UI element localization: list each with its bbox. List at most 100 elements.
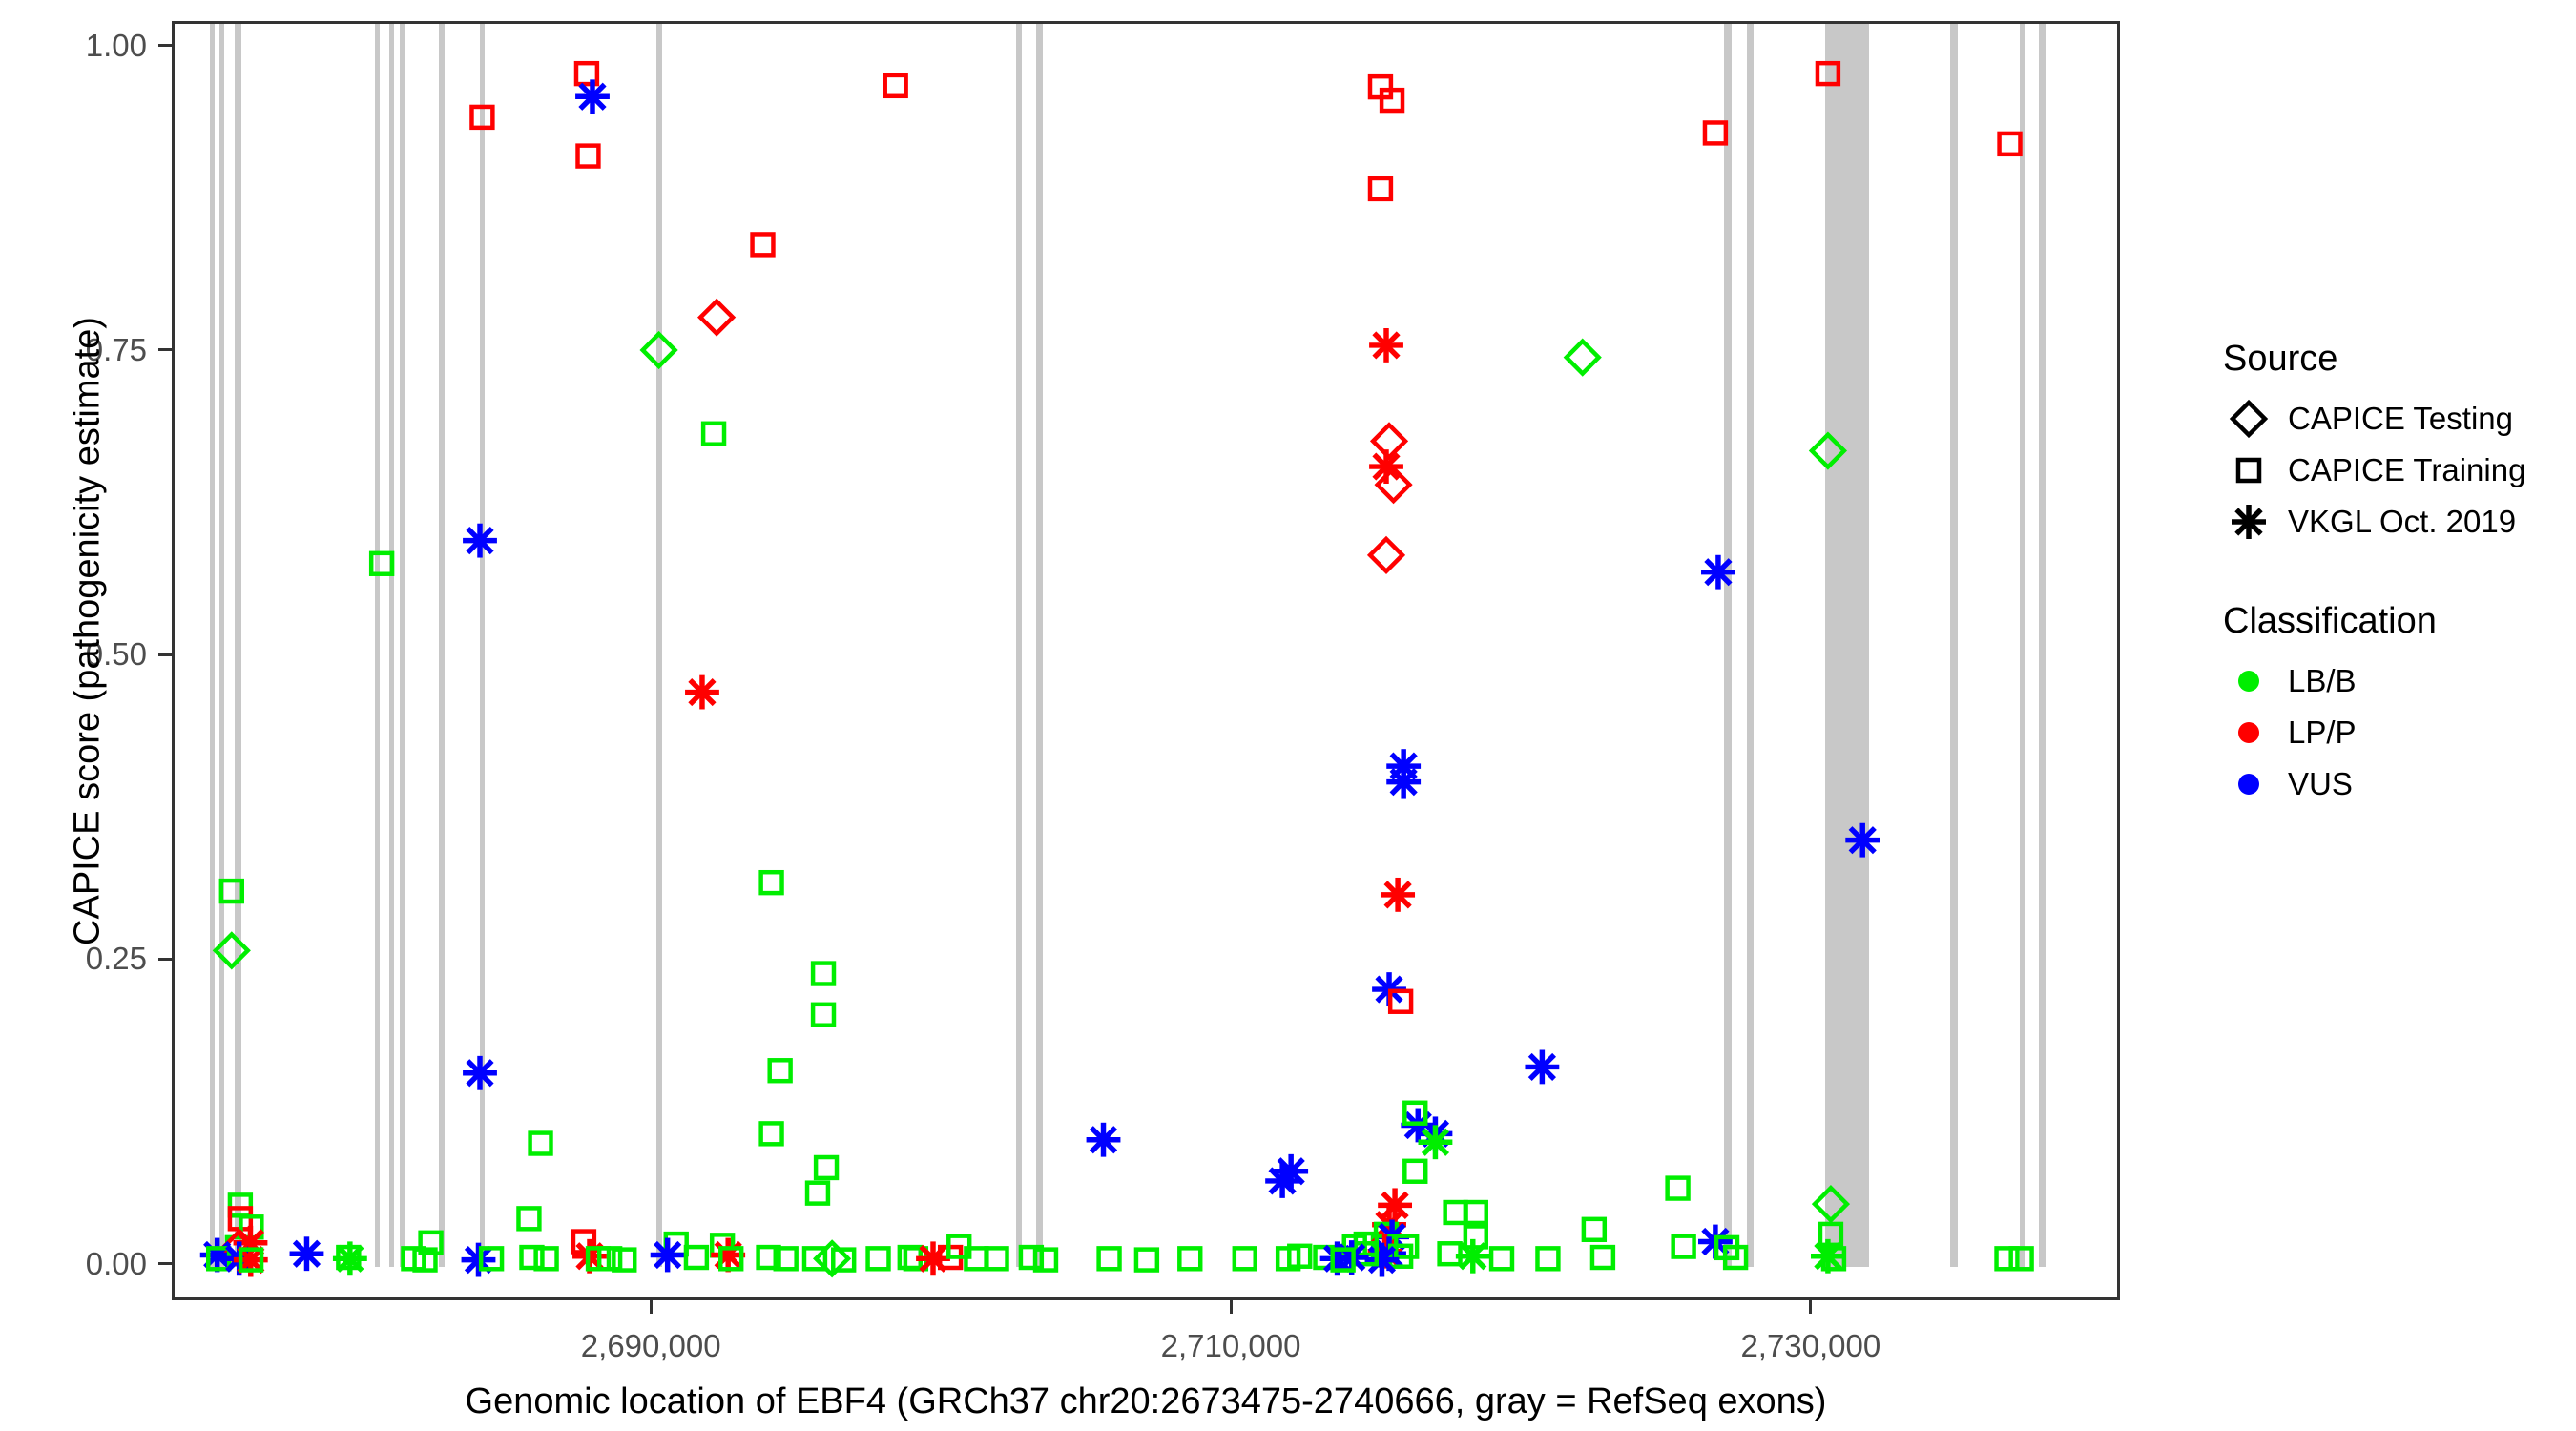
scatter-point — [469, 104, 495, 131]
scatter-point — [1818, 1221, 1844, 1248]
scatter-point — [575, 143, 601, 169]
scatter-point — [516, 1206, 542, 1232]
scatter-point — [883, 73, 908, 99]
scatter-point — [1265, 1164, 1300, 1198]
exon-band — [1723, 24, 1732, 1267]
scatter-point — [1488, 1246, 1515, 1272]
legend-item-label: VKGL Oct. 2019 — [2288, 504, 2517, 539]
scatter-point — [1820, 1246, 1847, 1272]
scatter-point — [575, 79, 610, 114]
x-tick-label: 2,730,000 — [1740, 1328, 1881, 1363]
scatter-point — [1845, 822, 1880, 858]
y-tick-label: 1.00 — [85, 27, 147, 63]
y-tick-label: 0.25 — [85, 941, 147, 977]
scatter-point — [1463, 1224, 1488, 1250]
scatter-point — [412, 1247, 438, 1273]
scatter-point — [697, 298, 737, 337]
scatter-point — [758, 869, 784, 896]
scatter-point — [418, 1230, 444, 1255]
exon-band — [400, 24, 405, 1267]
scatter-point — [1463, 1199, 1488, 1226]
scatter-point — [1367, 176, 1394, 202]
scatter-point — [1096, 1246, 1122, 1272]
scatter-point — [1455, 1238, 1490, 1274]
legend-item-source[interactable]: CAPICE Testing — [2223, 393, 2566, 445]
scatter-point — [1369, 328, 1403, 363]
legend-title-source: Source — [2223, 339, 2338, 379]
scatter-point — [984, 1246, 1009, 1272]
scatter-point — [650, 1237, 685, 1273]
legend-item-source[interactable]: CAPICE Training — [2223, 445, 2566, 496]
legend-group-source: CAPICE Testing CAPICE Training VKGL Oct. 2… — [2223, 393, 2566, 548]
y-tick-mark — [158, 653, 172, 656]
exon-band — [439, 24, 446, 1267]
scatter-point — [612, 1247, 637, 1273]
exon-band — [656, 24, 662, 1267]
exon-band — [2038, 24, 2047, 1267]
scatter-point — [1665, 1175, 1691, 1201]
legend-item-label: CAPICE Training — [2288, 452, 2526, 487]
exon-band — [389, 24, 395, 1267]
scatter-point — [1815, 60, 1841, 87]
legend-item-source[interactable]: VKGL Oct. 2019 — [2223, 496, 2566, 548]
y-tick-label: 0.00 — [85, 1245, 147, 1281]
x-axis-label: Genomic location of EBF4 (GRCh37 chr20:2… — [465, 1381, 1827, 1421]
scatter-point — [1994, 1246, 2020, 1272]
x-tick-mark — [649, 1300, 653, 1314]
scatter-point — [718, 1246, 744, 1272]
scatter-point — [1563, 338, 1602, 377]
scatter-point — [758, 1121, 784, 1147]
scatter-point — [1443, 1199, 1468, 1226]
scatter-point — [1997, 131, 2023, 157]
x-tick-label: 2,690,000 — [580, 1328, 721, 1363]
exon-band — [1949, 24, 1959, 1267]
scatter-point — [813, 1154, 840, 1181]
scatter-point — [1701, 554, 1735, 590]
x-tick-mark — [1809, 1300, 1813, 1314]
scatter-point — [810, 961, 837, 986]
scatter-point — [1366, 535, 1406, 574]
circle-marker — [2223, 655, 2275, 707]
exon-band — [1825, 24, 1869, 1267]
scatter-point — [1525, 1049, 1560, 1085]
exon-band — [1036, 24, 1044, 1267]
exon-band — [1016, 24, 1023, 1267]
scatter-point — [1535, 1246, 1561, 1272]
legend-item-label: LB/B — [2288, 663, 2357, 698]
legend-item-classification[interactable]: VUS — [2223, 758, 2566, 810]
legend-item-classification[interactable]: LP/P — [2223, 707, 2566, 758]
x-tick-label: 2,710,000 — [1160, 1328, 1301, 1363]
scatter-point — [865, 1246, 891, 1272]
y-tick-mark — [158, 957, 172, 961]
exon-band — [209, 24, 216, 1267]
y-tick-label: 0.50 — [85, 636, 147, 673]
scatter-point — [1018, 1244, 1045, 1271]
scatter-point — [810, 1002, 837, 1027]
scatter-point — [1418, 1125, 1453, 1160]
exon-band — [218, 24, 225, 1267]
scatter-point — [218, 878, 244, 904]
scatter-point — [289, 1236, 324, 1272]
scatter-point — [1232, 1246, 1257, 1272]
scatter-point — [1386, 764, 1422, 799]
scatter-point — [1589, 1244, 1616, 1271]
scatter-point — [596, 1246, 623, 1272]
scatter-point — [1402, 1100, 1428, 1126]
scatter-point — [1702, 120, 1729, 146]
square-marker — [2223, 445, 2275, 496]
scatter-point — [1381, 877, 1416, 912]
scatter-point — [573, 60, 600, 87]
y-tick-mark — [158, 348, 172, 352]
scatter-point — [767, 1058, 793, 1084]
scatter-point — [773, 1246, 799, 1272]
scatter-point — [639, 330, 678, 370]
scatter-point — [1374, 466, 1413, 505]
y-axis-label: CAPICE score (pathogenicity estimate) — [67, 317, 108, 945]
scatter-point — [212, 931, 251, 970]
scatter-point — [1402, 1158, 1428, 1184]
circle-marker — [2223, 707, 2275, 758]
legend-item-classification[interactable]: LB/B — [2223, 655, 2566, 707]
exon-band — [479, 24, 486, 1267]
scatter-point — [1808, 431, 1848, 470]
scatter-point — [528, 1130, 553, 1156]
